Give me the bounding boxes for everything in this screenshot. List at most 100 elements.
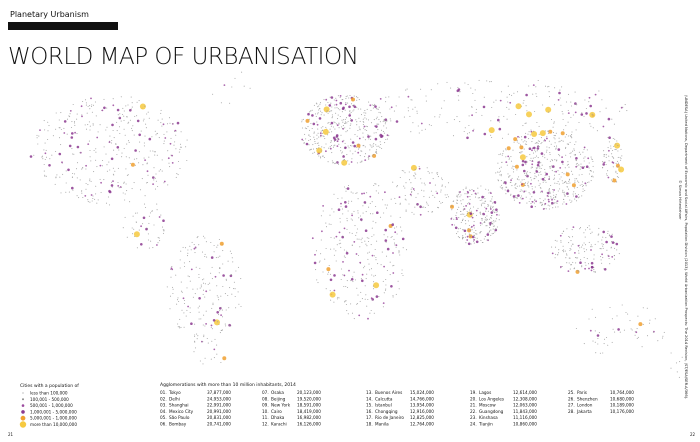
legend-title: Cities with a population of	[20, 383, 79, 389]
city: Rio de Janeiro	[375, 415, 404, 420]
city: São Paulo	[169, 415, 190, 420]
population: 11,843,000	[513, 409, 537, 414]
population: 22,991,000	[207, 403, 231, 408]
page-number-left: 21	[8, 432, 14, 437]
section-label: Planetary Urbanism	[10, 10, 89, 19]
page-number-right: 22	[690, 432, 696, 437]
population: 15,024,000	[410, 390, 434, 395]
legend-label: 1,000,001 - 5,000,000	[30, 409, 77, 414]
rank: 19.	[470, 390, 477, 395]
rank: 03.	[160, 403, 167, 408]
rank: 27.	[568, 403, 575, 408]
city: Kinshasa	[479, 415, 498, 420]
rank: 06.	[160, 422, 167, 427]
population: 12,614,000	[513, 390, 537, 395]
city: Istanbul	[375, 403, 392, 408]
population: 12,308,000	[513, 396, 537, 401]
city: Manila	[375, 422, 389, 427]
legend-marker	[20, 415, 26, 421]
population: 16,982,000	[297, 415, 321, 420]
population: 18,419,000	[297, 409, 321, 414]
population: 10,764,000	[610, 390, 634, 395]
rank: 11.	[262, 415, 269, 420]
city: Los Angeles	[479, 396, 504, 401]
rank: 21.	[470, 403, 477, 408]
city: Chongqing	[375, 409, 398, 414]
city: Karachi	[271, 422, 287, 427]
rank: 09.	[262, 403, 269, 408]
population: 19,520,000	[297, 396, 321, 401]
city: Paris	[577, 390, 587, 395]
population: 16,126,000	[297, 422, 321, 427]
population: 12,764,000	[410, 422, 434, 427]
city: Osaka	[271, 390, 284, 395]
population: 20,991,000	[207, 409, 231, 414]
legend-label: 5,000,001 - 1,000,000	[30, 416, 77, 421]
population: 18,591,000	[297, 403, 321, 408]
rank: 10.	[262, 409, 269, 414]
city: Calcutta	[375, 396, 393, 401]
rank: 18.	[366, 422, 373, 427]
city: Dhaka	[271, 415, 285, 420]
city: Shenzhen	[577, 396, 598, 401]
population: 10,860,000	[513, 422, 537, 427]
population: 12,825,000	[410, 415, 434, 420]
city: Jakarta	[576, 409, 592, 414]
population: 12,063,000	[513, 403, 537, 408]
rank: 01.	[160, 390, 167, 395]
world-map	[29, 71, 683, 378]
legend-label: 100,001 - 500,000	[30, 397, 69, 402]
rank: 08.	[262, 396, 269, 401]
rank: 22.	[470, 409, 477, 414]
rank: 12.	[262, 422, 269, 427]
city: Beijing	[271, 396, 286, 401]
city: Bombay	[169, 422, 187, 427]
city: Moscow	[479, 403, 496, 408]
rank: 07.	[262, 390, 269, 395]
legend-label: less than 100,000	[30, 391, 68, 396]
header-bar	[8, 22, 118, 30]
legend-label: 500,001 - 1,000,000	[30, 403, 73, 408]
rank: 02.	[160, 396, 167, 401]
city: Mexico City	[169, 409, 194, 414]
rank: 04.	[160, 409, 167, 414]
rank: 14.	[366, 396, 373, 401]
population: 10,680,000	[610, 396, 634, 401]
legend-marker	[22, 392, 24, 394]
population: 20,831,000	[207, 415, 231, 420]
rank: 25.	[568, 390, 575, 395]
city: London	[577, 403, 593, 408]
list-title: Agglomerations with more than 10 million…	[160, 382, 296, 388]
population: 14,766,000	[410, 396, 434, 401]
city: Cairo	[271, 409, 282, 414]
population: 12,916,000	[410, 409, 434, 414]
credit: © Simon Hirtenlehner	[678, 180, 682, 220]
population: 20,741,000	[207, 422, 231, 427]
city: Delhi	[169, 396, 180, 401]
population: 11,116,000	[513, 415, 537, 420]
rank: 05.	[160, 415, 167, 420]
rank: 15.	[366, 403, 373, 408]
legend-label: more than 10,000,000	[30, 422, 77, 427]
rank: 26.	[568, 396, 575, 401]
city: Buenos Aires	[375, 390, 402, 395]
legend-marker	[21, 410, 25, 414]
legend-marker	[22, 398, 24, 401]
rank: 24.	[470, 422, 477, 427]
city: Tokyo	[168, 390, 181, 395]
source: (UNDESA) United Nations, Department of E…	[684, 95, 688, 399]
city: Guangdong	[479, 409, 504, 414]
population: 13,954,000	[410, 403, 434, 408]
population: 37,877,000	[207, 390, 231, 395]
rank: 20.	[470, 396, 477, 401]
rank: 28.	[568, 409, 575, 414]
city: Tianjin	[478, 422, 493, 427]
legend-marker	[19, 421, 27, 428]
rank: 17.	[366, 415, 373, 420]
city: Shanghai	[169, 403, 189, 408]
rank: 23.	[470, 415, 477, 420]
population: 20,123,000	[297, 390, 321, 395]
population: 24,953,000	[207, 396, 231, 401]
agglomeration-list: Agglomerations with more than 10 million…	[160, 382, 634, 427]
